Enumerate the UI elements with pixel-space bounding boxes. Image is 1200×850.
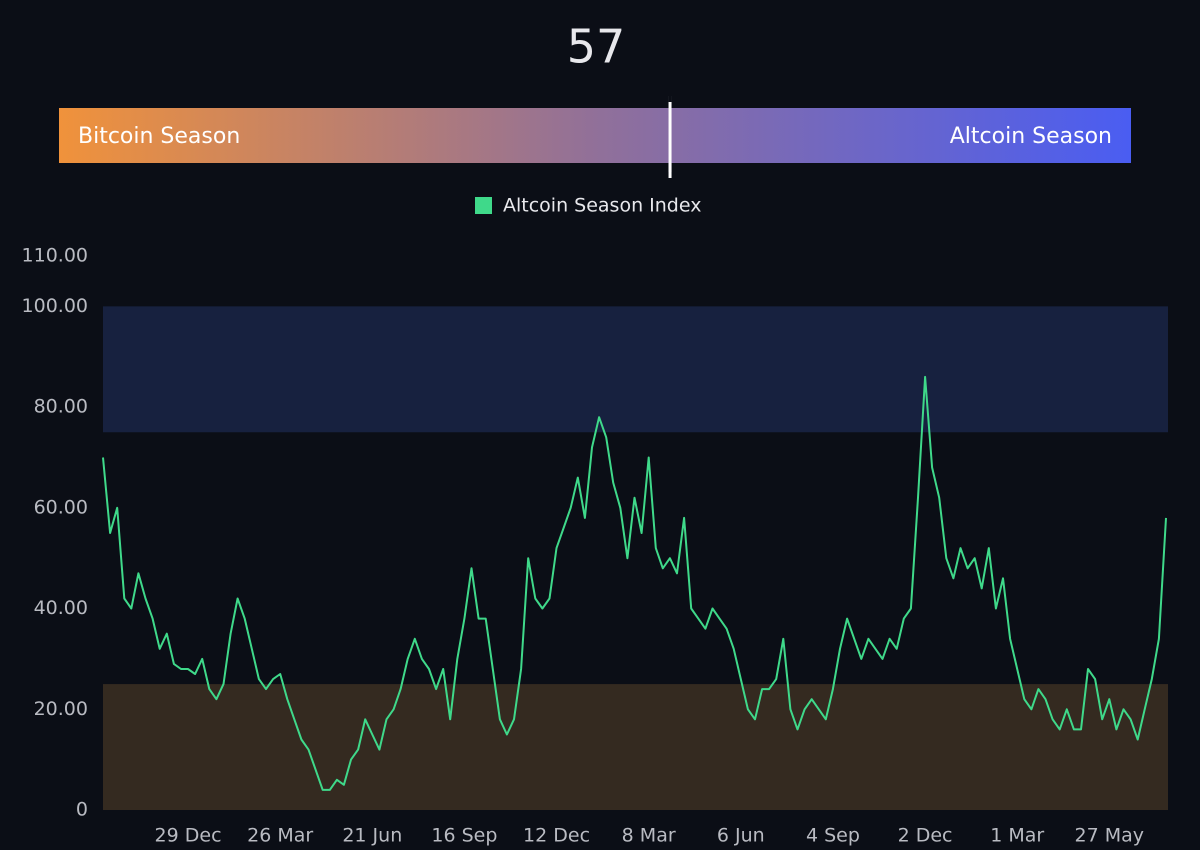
x-tick-label: 1 Mar (990, 825, 1044, 847)
x-tick-label: 16 Sep (431, 825, 497, 847)
y-tick-label: 40.00 (34, 597, 88, 619)
x-tick-label: 12 Dec (523, 825, 590, 847)
x-tick-label: 4 Sep (806, 825, 860, 847)
x-tick-label: 21 Jun (342, 825, 402, 847)
x-tick-label: 6 Jun (717, 825, 765, 847)
x-tick-label: 26 Mar (247, 825, 313, 847)
zone-band (103, 684, 1168, 810)
series-line (102, 375, 1167, 791)
x-tick-label: 2 Dec (898, 825, 953, 847)
legend-swatch (475, 197, 492, 214)
y-tick-label: 20.00 (34, 698, 88, 720)
legend-label: Altcoin Season Index (503, 195, 701, 217)
x-tick-label: 29 Dec (155, 825, 222, 847)
y-tick-label: 80.00 (34, 396, 88, 418)
gauge-value: 57 (567, 20, 626, 74)
y-tick-label: 60.00 (34, 496, 88, 518)
gauge-right-label: Altcoin Season (950, 124, 1112, 149)
x-tick-label: 27 May (1075, 825, 1145, 847)
y-tick-label: 110.00 (22, 245, 88, 267)
x-tick-label: 8 Mar (622, 825, 676, 847)
y-tick-label: 0 (76, 799, 88, 821)
gauge-left-label: Bitcoin Season (78, 124, 240, 149)
zone-band (103, 306, 1168, 433)
gauge-bar (59, 108, 1131, 163)
y-tick-label: 100.00 (22, 295, 88, 317)
